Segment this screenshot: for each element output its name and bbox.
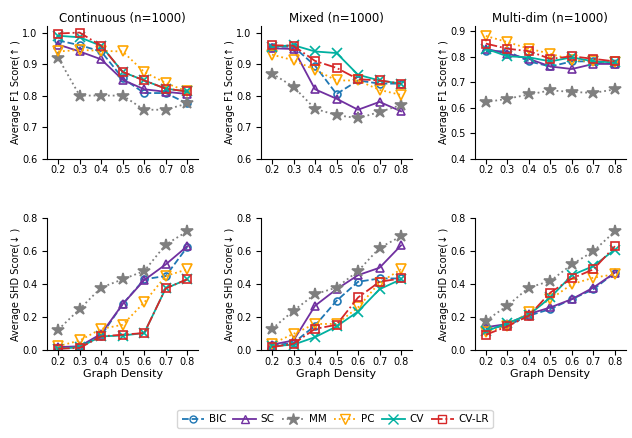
Title: Multi-dim (n=1000): Multi-dim (n=1000): [492, 12, 609, 25]
X-axis label: Graph Density: Graph Density: [296, 369, 377, 379]
Y-axis label: Average SHD Score(↓ ): Average SHD Score(↓ ): [225, 228, 234, 341]
Title: Continuous (n=1000): Continuous (n=1000): [59, 12, 186, 25]
Y-axis label: Average SHD Score(↓ ): Average SHD Score(↓ ): [439, 228, 449, 341]
Y-axis label: Average F1 Score(↑ ): Average F1 Score(↑ ): [439, 40, 449, 145]
Title: Mixed (n=1000): Mixed (n=1000): [289, 12, 384, 25]
Y-axis label: Average F1 Score(↑ ): Average F1 Score(↑ ): [11, 40, 21, 145]
Y-axis label: Average SHD Score(↓ ): Average SHD Score(↓ ): [11, 228, 21, 341]
Y-axis label: Average F1 Score(↑ ): Average F1 Score(↑ ): [225, 40, 234, 145]
X-axis label: Graph Density: Graph Density: [510, 369, 590, 379]
Legend: BIC, SC, MM, PC, CV, CV-LR: BIC, SC, MM, PC, CV, CV-LR: [178, 410, 492, 428]
X-axis label: Graph Density: Graph Density: [83, 369, 163, 379]
